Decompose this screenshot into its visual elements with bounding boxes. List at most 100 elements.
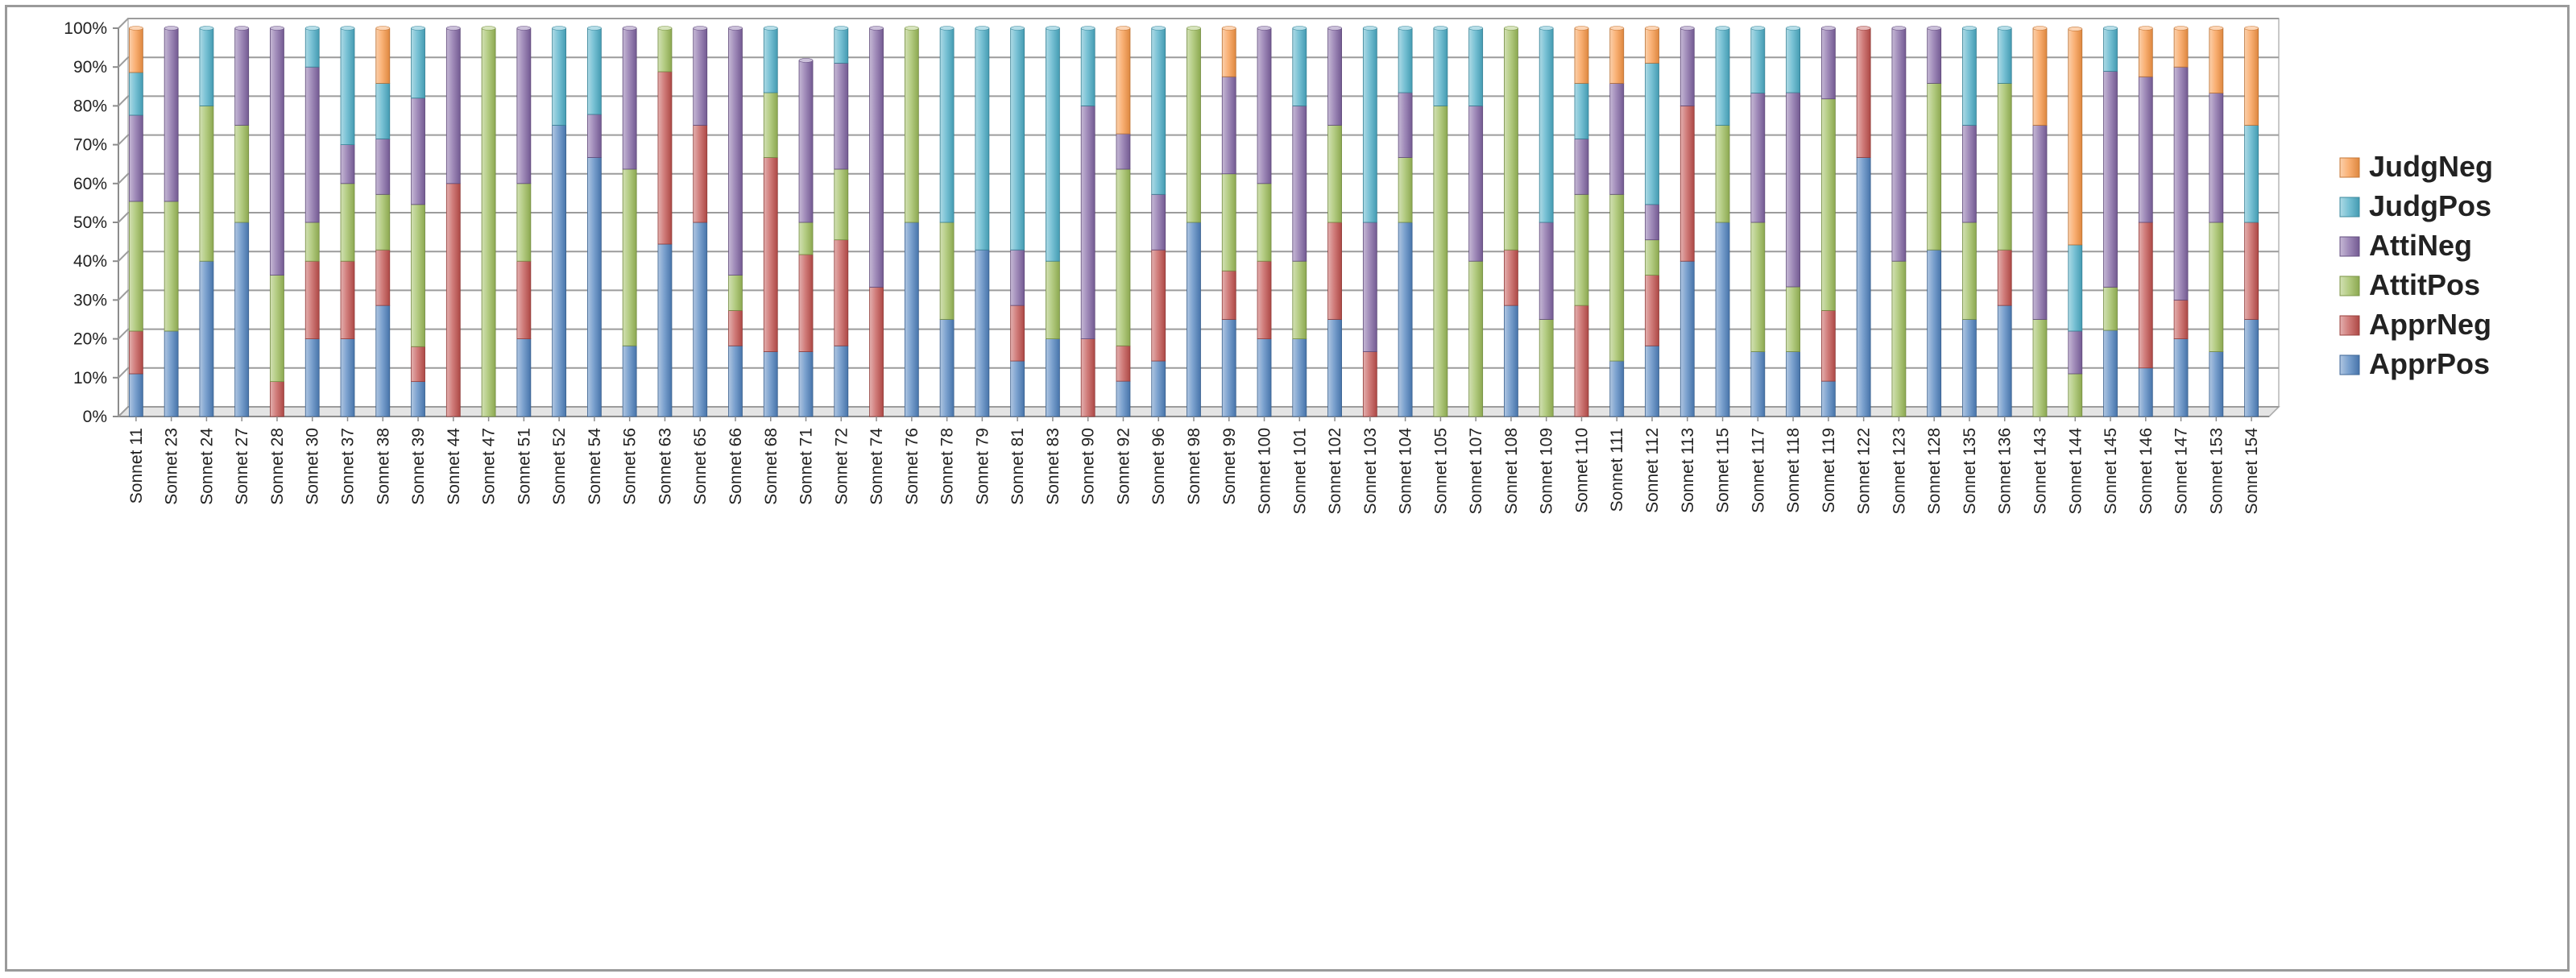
- x-tick-label: Sonnet 123: [1890, 428, 1908, 514]
- bar-segment-judgpos: [939, 27, 955, 223]
- bar-segment-apprpos: [657, 243, 673, 417]
- bar-segment-attitpos: [1891, 260, 1907, 417]
- bar-segment-attitpos: [481, 27, 496, 417]
- bar-segment-apprneg: [270, 381, 284, 417]
- bar-segment-apprneg: [1151, 249, 1166, 362]
- bar-sonnet-47: [481, 26, 496, 417]
- bar-sonnet-123: [1891, 26, 1907, 417]
- x-tick-label: Sonnet 128: [1925, 428, 1944, 514]
- bar-segment-apprpos: [1679, 260, 1695, 417]
- x-tick-label: Sonnet 65: [691, 428, 710, 505]
- bar-cap: [905, 26, 919, 31]
- x-tick-label: Sonnet 111: [1608, 428, 1626, 512]
- bar-segment-attineg: [1398, 92, 1413, 158]
- bar-segment-apprneg: [516, 260, 532, 340]
- x-axis: Sonnet 11 Sonnet 23 Sonnet 24 Sonnet 27 Sonn…: [127, 416, 2261, 514]
- bar-sonnet-154: [2244, 26, 2259, 417]
- bar-cap: [1891, 26, 1907, 31]
- x-tick-label: Sonnet 37: [339, 428, 358, 505]
- bar-cap: [869, 26, 884, 31]
- x-tick-label: Sonnet 118: [1784, 428, 1803, 513]
- x-tick-label: Sonnet 112: [1643, 428, 1662, 513]
- bar-segment-attineg: [869, 27, 884, 288]
- x-tick-label: Sonnet 28: [268, 428, 287, 505]
- y-tick-label: 80%: [73, 97, 107, 115]
- bar-cap: [1221, 26, 1236, 31]
- bar-cap: [1609, 26, 1625, 31]
- bar-segment-attitpos: [1257, 183, 1272, 262]
- bar-segment-attineg: [1292, 106, 1307, 262]
- legend: JudgNeg JudgPos AttiNeg AttitPos ApprNeg Appr…: [2339, 150, 2493, 380]
- bar-segment-attitpos: [1645, 239, 1659, 276]
- x-tick-label: Sonnet 83: [1044, 428, 1062, 505]
- bar-segment-judgpos: [1539, 27, 1554, 223]
- bar-sonnet-119: [1820, 26, 1836, 417]
- bar-segment-attineg: [1679, 27, 1695, 106]
- bar-cap: [481, 26, 496, 31]
- bar-cap: [1821, 26, 1836, 31]
- bar-segment-apprneg: [1221, 270, 1236, 320]
- bar-segment-apprpos: [1292, 338, 1307, 417]
- bar-segment-apprneg: [1116, 345, 1131, 382]
- bar-sonnet-28: [270, 26, 284, 417]
- bar-segment-apprneg: [1679, 106, 1695, 262]
- x-tick-label: Sonnet 153: [2207, 428, 2226, 514]
- x-tick-label: Sonnet 147: [2172, 428, 2191, 514]
- bar-sonnet-83: [1046, 26, 1060, 417]
- x-tick-label: Sonnet 144: [2066, 428, 2085, 515]
- bar-segment-attineg: [411, 97, 425, 205]
- x-tick-label: Sonnet 78: [938, 428, 957, 505]
- bar-segment-apprpos: [199, 260, 214, 417]
- bar-segment-judgpos: [2244, 125, 2259, 223]
- bar-segment-judgpos: [587, 27, 602, 115]
- bar-segment-attineg: [1010, 249, 1025, 306]
- bar-cap: [375, 26, 391, 31]
- x-tick-label: Sonnet 56: [621, 428, 640, 505]
- bar-segment-judgpos: [375, 83, 391, 139]
- bar-segment-attitpos: [1574, 193, 1589, 306]
- bar-segment-attineg: [2103, 71, 2118, 288]
- bar-sonnet-98: [1187, 26, 1201, 417]
- bar-cap: [975, 26, 990, 31]
- bar-sonnet-78: [939, 26, 955, 417]
- bar-segment-apprpos: [1820, 380, 1836, 417]
- y-tick-label: 60%: [73, 175, 107, 193]
- bar-segment-attitpos: [1468, 260, 1484, 417]
- legend-label: AttitPos: [2369, 268, 2480, 301]
- bar-segment-judgpos: [411, 27, 425, 99]
- gridline: [118, 328, 2279, 340]
- bar-segment-attineg: [1891, 27, 1907, 262]
- bar-sonnet-38: [375, 26, 391, 417]
- y-tick-label: 10%: [73, 369, 107, 387]
- bar-sonnet-109: [1539, 26, 1554, 417]
- bar-segment-apprneg: [375, 249, 391, 306]
- bar-cap: [1750, 26, 1766, 31]
- bar-segment-apprpos: [1962, 319, 1977, 417]
- legend-item-judgpos: JudgPos: [2339, 189, 2491, 222]
- bar-segment-apprneg: [798, 254, 814, 352]
- bar-segment-judgpos: [1433, 27, 1448, 106]
- legend-swatch: [2339, 276, 2360, 296]
- bar-cap: [552, 26, 566, 31]
- x-tick-label: Sonnet 90: [1079, 428, 1098, 505]
- bar-cap: [1679, 26, 1695, 31]
- bar-segment-judgneg: [2068, 28, 2083, 246]
- bar-segment-attineg: [1151, 193, 1166, 251]
- bar-cap: [304, 26, 320, 31]
- bar-cap: [2244, 26, 2259, 31]
- bar-segment-attitpos: [622, 168, 637, 346]
- bar-segment-judgpos: [1046, 27, 1060, 262]
- x-tick-label: Sonnet 30: [304, 428, 322, 505]
- bar-segment-apprneg: [1820, 310, 1836, 382]
- x-tick-label: Sonnet 51: [515, 428, 533, 505]
- bar-segment-apprneg: [1257, 260, 1272, 340]
- x-tick-label: Sonnet 11: [127, 428, 146, 504]
- bar-sonnet-11: [128, 26, 143, 417]
- bar-segment-judgpos: [1292, 27, 1307, 106]
- bar-segment-judgneg: [375, 27, 391, 84]
- bar-segment-attitpos: [1927, 83, 1942, 251]
- bar-segment-attitpos: [1820, 98, 1836, 311]
- bar-segment-attitpos: [2103, 287, 2118, 331]
- bar-sonnet-27: [234, 26, 250, 417]
- bar-segment-apprneg: [1574, 305, 1589, 417]
